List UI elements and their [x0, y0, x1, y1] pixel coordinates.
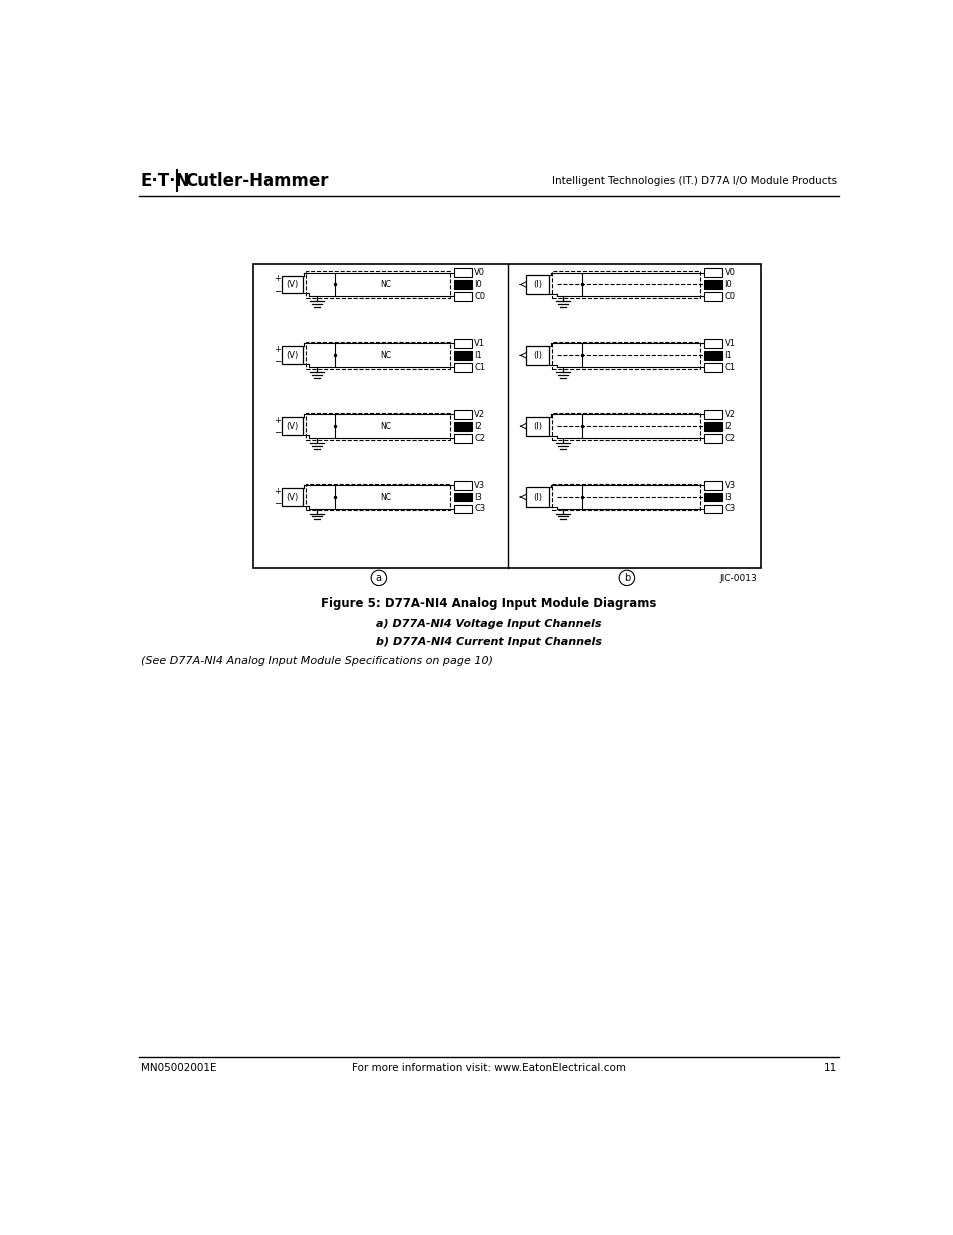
Text: C3: C3 [723, 504, 735, 514]
Text: C1: C1 [723, 363, 735, 372]
Bar [454, 363, 472, 372]
Text: NC: NC [379, 280, 391, 289]
Text: +: + [274, 416, 280, 425]
Bar [703, 410, 721, 419]
Bar [454, 493, 472, 501]
Bar [525, 346, 549, 366]
Text: −: − [274, 498, 281, 508]
Text: For more information visit: www.EatonElectrical.com: For more information visit: www.EatonEle… [352, 1063, 625, 1073]
Text: I1: I1 [474, 351, 481, 359]
Text: b: b [623, 573, 629, 583]
Text: C0: C0 [723, 291, 735, 301]
Bar [703, 363, 721, 372]
Bar [306, 342, 450, 369]
Text: I2: I2 [474, 421, 481, 431]
Bar [703, 480, 721, 489]
Text: +: + [274, 345, 280, 354]
Bar [703, 493, 721, 501]
Text: C2: C2 [723, 433, 735, 442]
Text: C1: C1 [474, 363, 485, 372]
Bar [703, 421, 721, 431]
Text: NC: NC [379, 493, 391, 501]
Bar [525, 275, 549, 294]
Bar [525, 488, 549, 506]
Text: (I): (I) [533, 493, 541, 501]
Text: E·T·N: E·T·N [141, 172, 191, 189]
Text: I3: I3 [474, 493, 481, 501]
Text: 11: 11 [822, 1063, 836, 1073]
Bar [552, 270, 700, 298]
Text: C3: C3 [474, 504, 485, 514]
Text: V0: V0 [723, 268, 735, 277]
Bar [282, 275, 303, 294]
Bar [454, 421, 472, 431]
Text: JIC-0013: JIC-0013 [719, 574, 757, 583]
Text: b) D77A-NI4 Current Input Channels: b) D77A-NI4 Current Input Channels [375, 637, 601, 647]
Bar [454, 410, 472, 419]
Text: (I): (I) [533, 280, 541, 289]
Text: a: a [375, 573, 381, 583]
Text: NC: NC [379, 421, 391, 431]
Text: (V): (V) [286, 351, 298, 359]
Bar [454, 480, 472, 489]
Bar [703, 433, 721, 442]
Text: I2: I2 [723, 421, 732, 431]
Text: (I): (I) [533, 421, 541, 431]
Text: V1: V1 [474, 338, 485, 348]
Text: a) D77A-NI4 Voltage Input Channels: a) D77A-NI4 Voltage Input Channels [375, 619, 601, 629]
Text: C2: C2 [474, 433, 485, 442]
Bar [253, 264, 760, 568]
Text: I0: I0 [474, 280, 481, 289]
Text: +: + [274, 487, 280, 495]
Text: −: − [274, 285, 281, 295]
Text: C0: C0 [474, 291, 485, 301]
Bar [552, 484, 700, 510]
Text: (I): (I) [533, 351, 541, 359]
Bar [454, 433, 472, 442]
Bar [454, 338, 472, 348]
Bar [282, 347, 303, 364]
Text: V2: V2 [723, 410, 735, 419]
Bar [703, 338, 721, 348]
Text: (V): (V) [286, 280, 298, 289]
Bar [454, 291, 472, 301]
Text: MN05002001E: MN05002001E [141, 1063, 216, 1073]
Text: (V): (V) [286, 493, 298, 501]
Text: −: − [274, 427, 281, 436]
Bar [282, 488, 303, 506]
Text: −: − [274, 357, 281, 366]
Text: V3: V3 [723, 480, 735, 489]
Text: (See D77A-NI4 Analog Input Module Specifications on page 10): (See D77A-NI4 Analog Input Module Specif… [141, 656, 493, 666]
Bar [454, 268, 472, 277]
Bar [552, 412, 700, 440]
Bar [703, 280, 721, 289]
Bar [703, 505, 721, 514]
Text: +: + [274, 274, 280, 283]
Text: (V): (V) [286, 421, 298, 431]
Bar [454, 505, 472, 514]
Text: I0: I0 [723, 280, 732, 289]
Text: Intelligent Technologies (IT.) D77A I/O Module Products: Intelligent Technologies (IT.) D77A I/O … [551, 175, 836, 185]
Bar [552, 342, 700, 369]
Text: NC: NC [379, 351, 391, 359]
Text: I1: I1 [723, 351, 732, 359]
Bar [306, 270, 450, 298]
Bar [306, 412, 450, 440]
Bar [703, 268, 721, 277]
Bar [282, 417, 303, 435]
Text: V2: V2 [474, 410, 485, 419]
Bar [703, 291, 721, 301]
Text: V3: V3 [474, 480, 485, 489]
Text: V1: V1 [723, 338, 735, 348]
Text: Figure 5: D77A-NI4 Analog Input Module Diagrams: Figure 5: D77A-NI4 Analog Input Module D… [321, 597, 656, 610]
Bar [454, 351, 472, 359]
Text: Cutler-Hammer: Cutler-Hammer [185, 172, 328, 189]
Text: I3: I3 [723, 493, 732, 501]
Text: V0: V0 [474, 268, 485, 277]
Bar [306, 484, 450, 510]
Bar [454, 280, 472, 289]
Bar [703, 351, 721, 359]
Bar [525, 416, 549, 436]
